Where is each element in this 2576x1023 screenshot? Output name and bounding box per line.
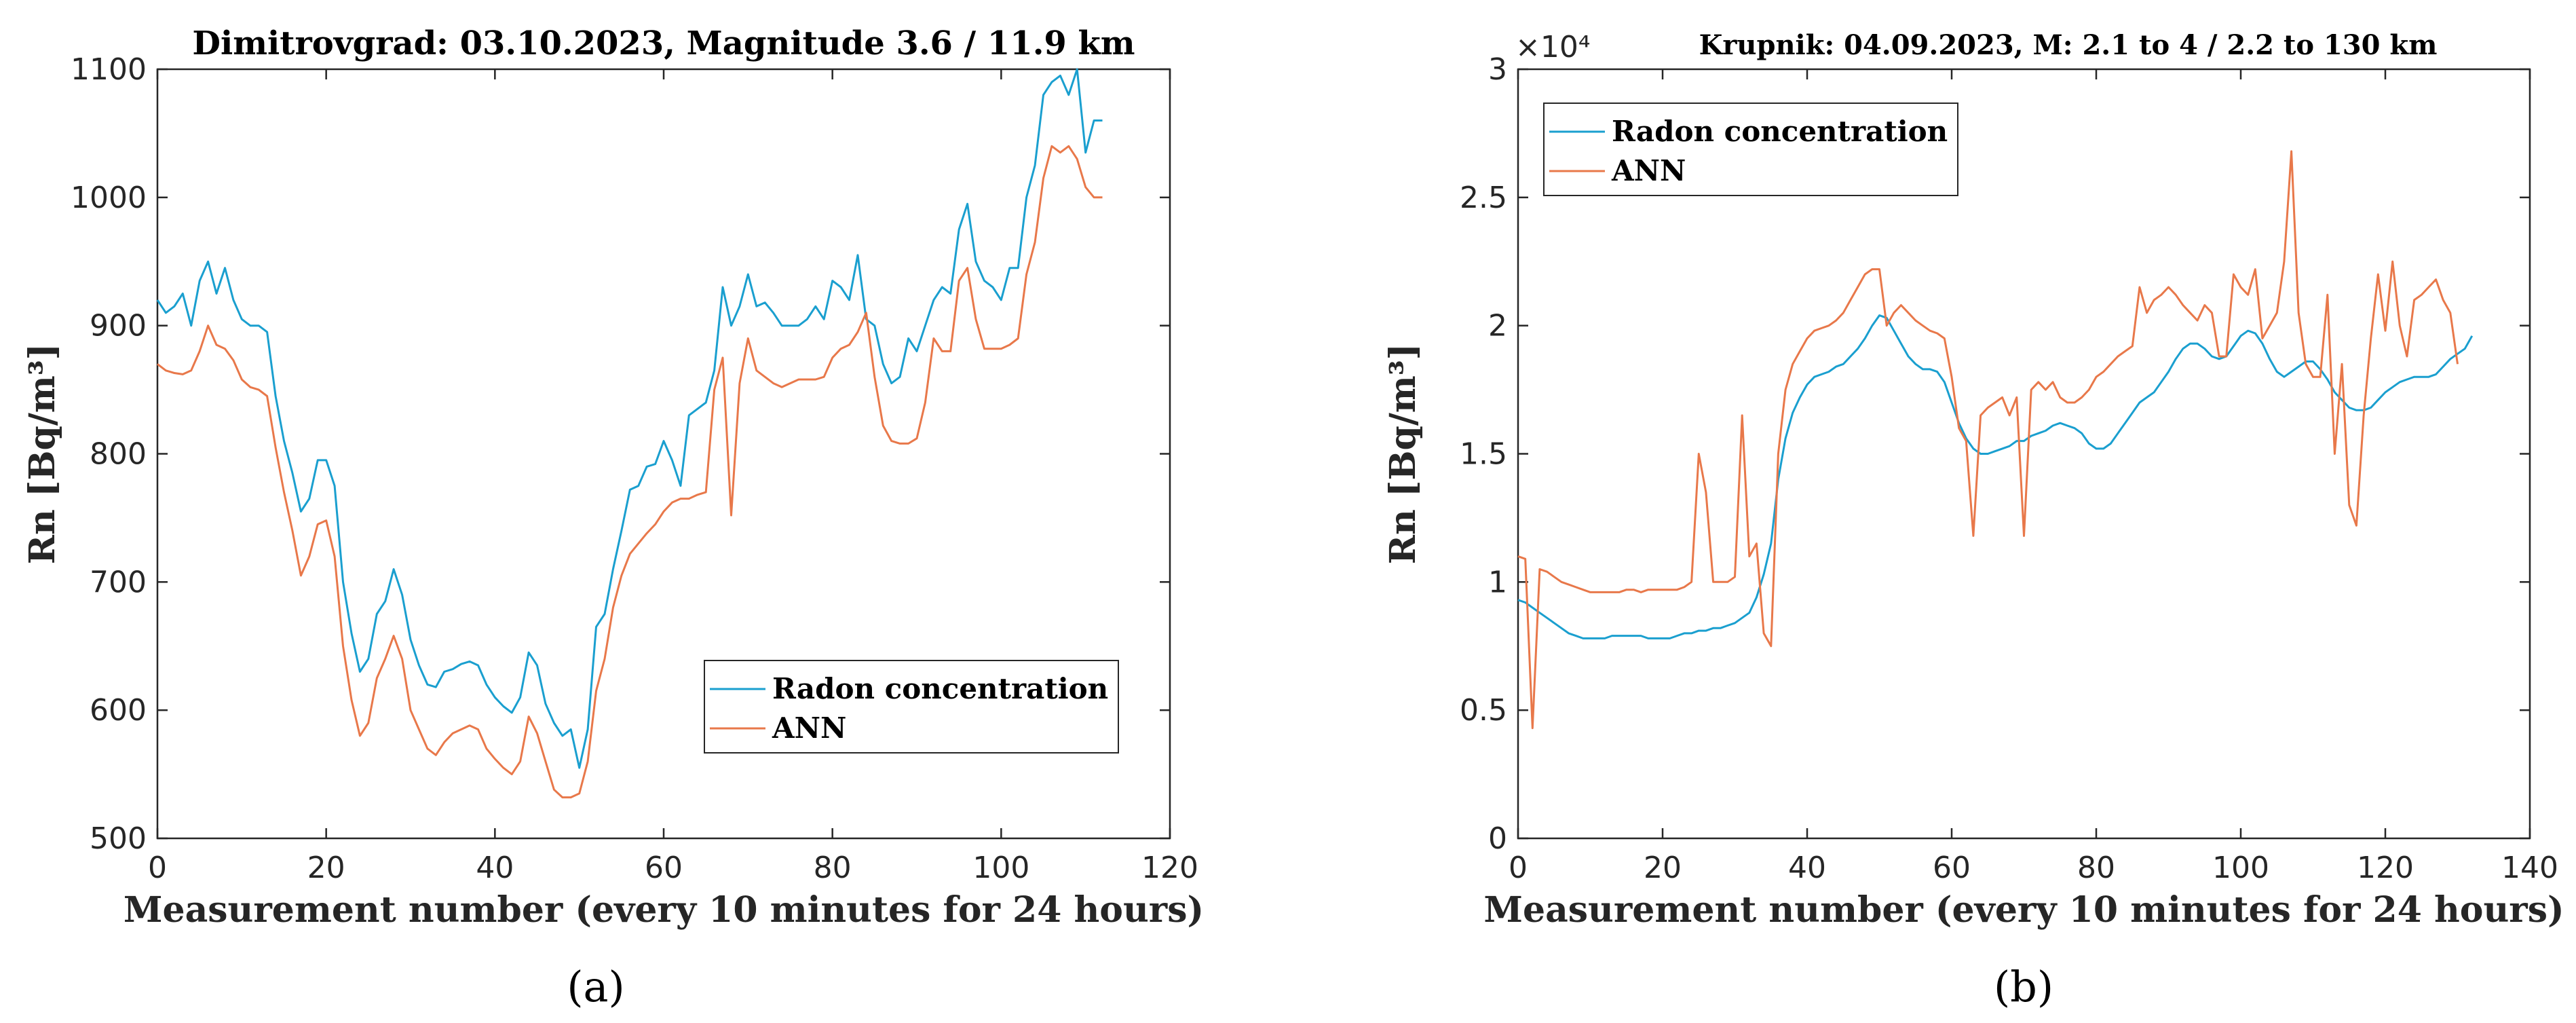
legend-entry: ANN <box>1611 154 1686 187</box>
chart-title: Dimitrovgrad: 03.10.2023, Magnitude 3.6 … <box>192 24 1135 62</box>
legend-box <box>1543 103 1958 196</box>
y-tick-label: 1000 <box>71 181 147 215</box>
x-axis-label: Measurement number (every 10 minutes for… <box>1483 889 2564 931</box>
x-tick-label: 120 <box>2357 851 2414 885</box>
x-tick-label: 80 <box>814 851 852 885</box>
x-tick-label: 120 <box>1141 851 1198 885</box>
legend-entry: Radon concentration <box>1612 115 1948 148</box>
y-axis-label: Rn [Bq/m³] <box>1382 343 1424 564</box>
y-axis-label: Rn [Bq/m³] <box>22 343 63 564</box>
x-tick-label: 80 <box>2077 851 2115 885</box>
y-tick-label: 500 <box>90 821 147 856</box>
legend-entry: Radon concentration <box>772 672 1108 705</box>
y-tick-label: 0.5 <box>1460 693 1507 728</box>
series-line-ann <box>1517 150 2459 730</box>
chart-panel-a: 0 20 40 60 80 100 120 500 600 700 800 900 1000 1100 Di… <box>22 24 1204 1011</box>
x-tick-label: 60 <box>645 851 683 885</box>
x-tick-label: 40 <box>476 851 514 885</box>
x-tick-label: 0 <box>148 851 167 885</box>
x-axis-label: Measurement number (every 10 minutes for… <box>124 889 1204 931</box>
y-tick-label: 900 <box>90 309 147 343</box>
y-tick-label: 2.5 <box>1460 181 1507 215</box>
panel-label: (b) <box>1994 962 2053 1011</box>
x-tick-label: 40 <box>1788 851 1826 885</box>
legend: Radon concentration ANN <box>1543 103 1958 196</box>
x-tick-label: 140 <box>2501 851 2558 885</box>
y-tick-label: 1 <box>1488 565 1507 599</box>
y-tick-label: 1100 <box>71 52 147 87</box>
y-tick-label: 2 <box>1488 309 1507 343</box>
y-tick-label: 1.5 <box>1460 437 1507 472</box>
x-tick-label: 100 <box>972 851 1029 885</box>
x-tick-label: 60 <box>1933 851 1971 885</box>
x-tick-label: 0 <box>1509 851 1528 885</box>
series-line-radon <box>156 68 1103 769</box>
y-exponent-label: ×10⁴ <box>1515 30 1591 64</box>
legend: Radon concentration ANN <box>704 660 1119 754</box>
y-tick-label: 800 <box>90 437 147 472</box>
x-tick-label: 20 <box>1644 851 1682 885</box>
y-tick-label: 600 <box>90 693 147 728</box>
chart-title: Krupnik: 04.09.2023, M: 2.1 to 4 / 2.2 t… <box>1699 29 2438 61</box>
x-tick-label: 100 <box>2212 851 2269 885</box>
legend-box <box>704 660 1119 754</box>
legend-entry: ANN <box>772 711 846 745</box>
series-line-ann <box>157 145 1103 799</box>
y-tick-label: 3 <box>1488 52 1507 87</box>
y-tick-label: 0 <box>1488 821 1507 856</box>
panel-label: (a) <box>567 962 624 1011</box>
series-line-radon <box>1517 314 2474 639</box>
x-tick-label: 20 <box>307 851 345 885</box>
y-tick-label: 700 <box>90 565 147 599</box>
chart-panel-b: 0 20 40 60 80 100 120 140 0 0.5 1 1.5 2 2.5 3×10⁴ Krupn… <box>1382 29 2564 1011</box>
